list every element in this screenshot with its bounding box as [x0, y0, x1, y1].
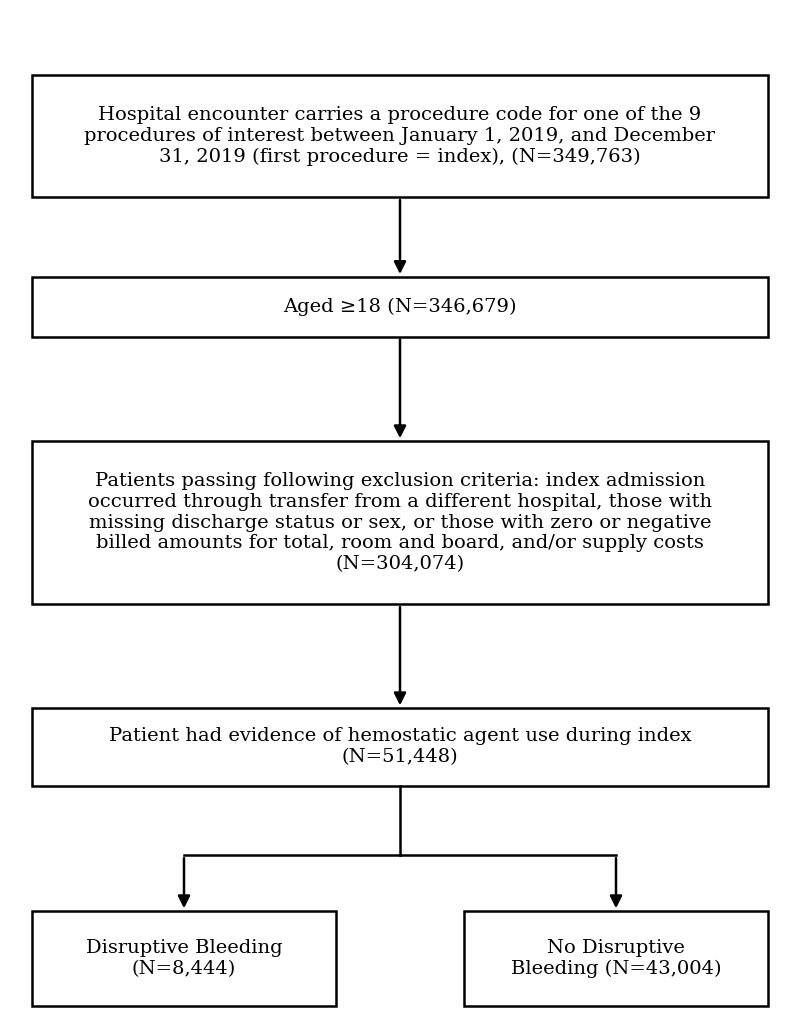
- Text: Disruptive Bleeding
(N=8,444): Disruptive Bleeding (N=8,444): [86, 939, 282, 978]
- FancyBboxPatch shape: [32, 277, 768, 337]
- Text: Patient had evidence of hemostatic agent use during index
(N=51,448): Patient had evidence of hemostatic agent…: [109, 727, 691, 766]
- FancyBboxPatch shape: [32, 911, 336, 1006]
- FancyBboxPatch shape: [32, 709, 768, 785]
- FancyBboxPatch shape: [464, 911, 768, 1006]
- Text: Hospital encounter carries a procedure code for one of the 9
procedures of inter: Hospital encounter carries a procedure c…: [85, 106, 715, 166]
- FancyBboxPatch shape: [32, 75, 768, 197]
- Text: Aged ≥18 (N=346,679): Aged ≥18 (N=346,679): [283, 298, 517, 316]
- FancyBboxPatch shape: [32, 441, 768, 604]
- Text: No Disruptive
Bleeding (N=43,004): No Disruptive Bleeding (N=43,004): [510, 939, 722, 978]
- Text: Patients passing following exclusion criteria: index admission
occurred through : Patients passing following exclusion cri…: [88, 472, 712, 573]
